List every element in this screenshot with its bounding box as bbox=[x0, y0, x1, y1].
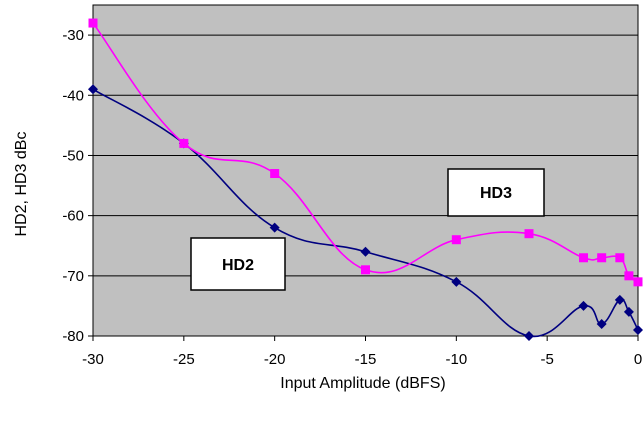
annotation-hd3: HD3 bbox=[447, 168, 545, 217]
series-hd2-point bbox=[633, 324, 643, 335]
series-hd2-point bbox=[623, 306, 634, 317]
series-hd3-point bbox=[624, 271, 634, 281]
series-hd3-point bbox=[179, 138, 189, 148]
annotation-hd2-label: HD2 bbox=[222, 257, 254, 274]
series-hd2-point bbox=[578, 300, 589, 311]
annotation-hd2: HD2 bbox=[190, 237, 286, 291]
x-axis-tick-labels: -30 -25 -20 -15 -10 -5 0 bbox=[82, 336, 642, 368]
series-hd3-point bbox=[451, 235, 461, 245]
x-tick-label: -25 bbox=[173, 351, 195, 368]
series-hd3-point bbox=[361, 265, 370, 275]
plot-area bbox=[93, 5, 638, 336]
series-hd2-point bbox=[614, 294, 625, 305]
y-axis-title: HD2, HD3 dBc bbox=[13, 132, 30, 237]
series-hd3-point bbox=[270, 169, 280, 179]
series-hd2-point bbox=[88, 84, 98, 95]
series-hd3-point bbox=[633, 277, 643, 287]
series-hd3-point bbox=[579, 253, 588, 263]
series-hd3-point bbox=[88, 18, 98, 28]
series-hd2-point bbox=[269, 222, 280, 233]
series-hd3-point bbox=[615, 253, 625, 263]
series-hd3-point bbox=[524, 229, 534, 239]
annotation-hd3-box bbox=[447, 168, 545, 217]
y-tick-label: -40 bbox=[62, 87, 84, 104]
annotation-hd3-label: HD3 bbox=[480, 185, 512, 202]
series-layer bbox=[88, 18, 643, 341]
x-tick-label: 0 bbox=[634, 351, 642, 368]
y-axis-tick-labels: -30 -40 -50 -60 -70 -80 bbox=[62, 27, 93, 345]
x-tick-label: -10 bbox=[445, 351, 467, 368]
annotation-hd2-box bbox=[190, 237, 286, 291]
series-hd2-point bbox=[451, 276, 462, 287]
series-hd3-point bbox=[597, 253, 607, 263]
x-tick-label: -15 bbox=[355, 351, 377, 368]
y-tick-label: -70 bbox=[62, 268, 84, 285]
x-tick-label: -30 bbox=[82, 351, 104, 368]
y-tick-label: -50 bbox=[62, 147, 84, 164]
series-hd2-point bbox=[524, 331, 534, 341]
series-hd2-point bbox=[596, 318, 607, 329]
y-tick-label: -30 bbox=[62, 27, 84, 44]
x-axis-title: Input Amplitude (dBFS) bbox=[280, 375, 445, 392]
x-tick-label: -20 bbox=[264, 351, 286, 368]
series-hd2-point bbox=[360, 246, 371, 257]
series-hd3 bbox=[88, 18, 643, 287]
y-tick-label: -60 bbox=[62, 208, 84, 225]
x-tick-label: -5 bbox=[540, 351, 553, 368]
y-tick-label: -80 bbox=[62, 328, 84, 345]
